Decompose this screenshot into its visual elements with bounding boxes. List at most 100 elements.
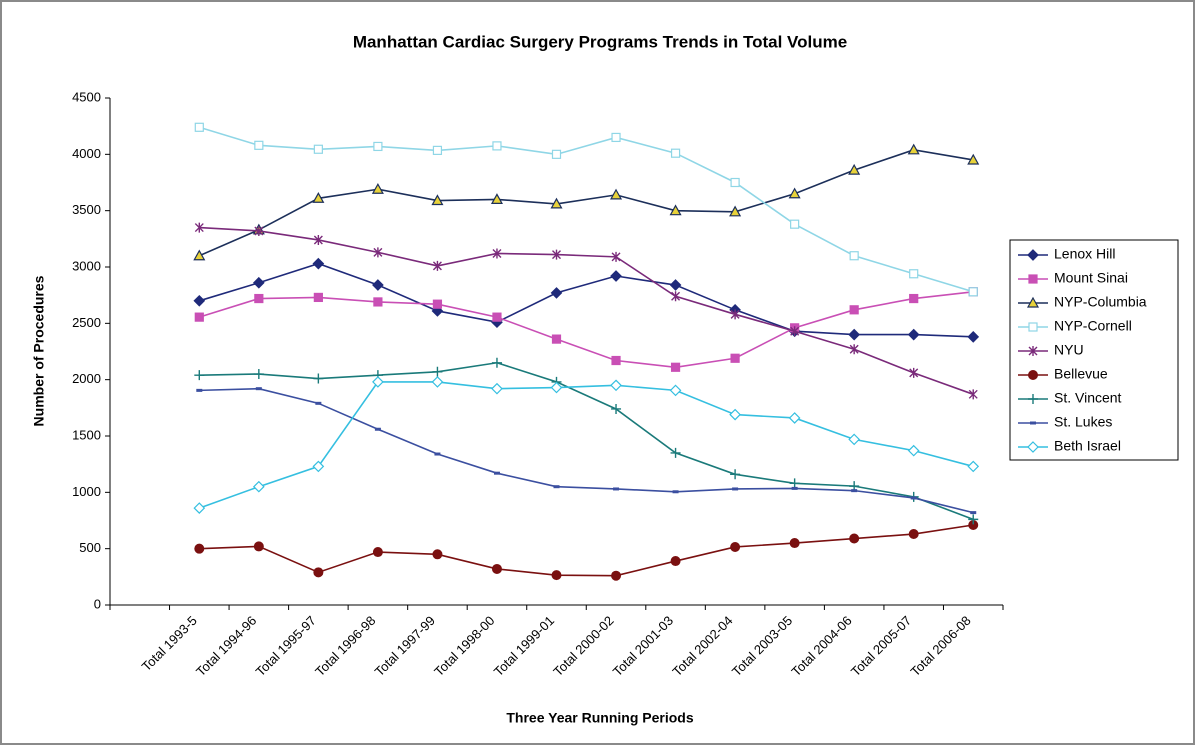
y-tick-label: 1000 [72,484,101,499]
data-point [432,549,443,560]
data-point [968,514,979,525]
data-point [967,331,980,343]
data-point [788,187,801,199]
data-point [907,328,920,341]
data-point [848,163,861,175]
legend-label: NYP-Cornell [1054,318,1132,334]
data-point [730,469,741,480]
data-point [431,194,444,206]
legend-label: Lenox Hill [1054,246,1115,262]
data-point [372,547,383,558]
data-point [552,249,561,260]
data-point [610,270,622,282]
data-point [611,251,621,262]
legend-marker [1028,274,1038,284]
series-line [199,226,974,396]
data-point [849,305,859,315]
y-tick-label: 4000 [72,146,101,161]
data-point [313,373,324,384]
y-tick-label: 1500 [72,427,101,442]
data-point [312,460,325,473]
legend-label: NYU [1054,342,1084,358]
data-point [491,563,502,574]
data-point [730,541,741,552]
legend-marker [1028,370,1038,380]
x-axis-label: Three Year Running Periods [506,710,693,726]
data-point [967,460,980,473]
legend-label: NYP-Columbia [1054,294,1147,310]
data-point [848,328,861,341]
legend-label: St. Lukes [1054,414,1112,430]
data-point [194,370,205,381]
data-point [611,132,621,143]
data-point [967,153,980,165]
data-point [194,122,204,132]
data-point [252,480,265,493]
data-point [373,297,383,307]
data-point [789,538,800,549]
data-point [909,367,919,378]
data-point [610,379,622,392]
data-point [432,366,443,377]
data-point [312,257,325,270]
legend-marker [1028,394,1038,404]
y-tick-label: 3500 [72,202,101,217]
data-point [730,353,740,363]
chart-title: Manhattan Cardiac Surgery Programs Trend… [353,32,847,51]
data-point [669,204,682,216]
data-point [253,369,264,380]
y-tick-label: 3000 [72,258,101,273]
data-point [373,141,383,152]
data-point [790,326,800,337]
data-point [907,143,920,155]
data-point [551,570,562,581]
series-line [199,387,974,514]
data-point [254,225,264,236]
legend-label: Bellevue [1054,366,1108,382]
data-point [193,502,206,514]
series-line [199,524,974,577]
data-point [848,433,861,446]
data-point [371,183,384,194]
data-point [254,293,264,304]
legend-marker [1028,322,1038,332]
data-point [372,279,384,291]
data-point [729,205,742,217]
y-tick-label: 4500 [72,89,101,104]
series-line [198,149,974,257]
data-point [611,355,621,366]
data-point [550,197,563,209]
data-point [432,145,443,155]
data-point [670,556,681,567]
data-point [253,541,264,552]
series-line [199,262,974,338]
data-point [193,294,206,307]
data-point [252,276,265,289]
data-point [492,141,502,151]
data-point [849,344,859,355]
data-point [909,293,919,304]
data-point [669,279,682,291]
series-line [199,290,974,369]
data-point [551,334,562,344]
data-point [907,444,920,457]
data-point [849,533,860,544]
data-point [313,234,323,245]
data-point [492,312,502,322]
data-point [968,287,978,297]
legend-label: Beth Israel [1054,438,1121,454]
legend-label: St. Vincent [1054,390,1122,406]
data-point [909,269,919,279]
data-point [789,478,800,489]
data-point [491,382,503,395]
data-point [194,543,205,554]
data-point [431,376,444,388]
data-point [372,376,384,388]
legend-marker [1027,441,1039,453]
data-point [670,447,681,458]
series-line [199,381,974,509]
data-point [611,403,622,414]
series-line [199,361,974,521]
y-tick-label: 500 [79,540,101,555]
